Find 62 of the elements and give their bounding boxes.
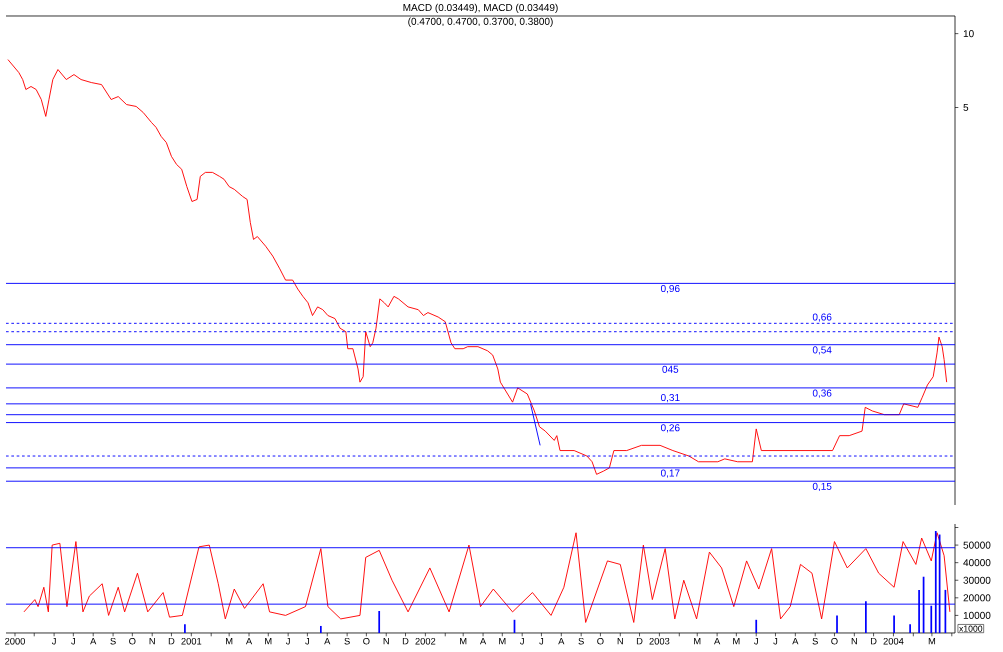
x-tick-label: 2001 bbox=[181, 637, 202, 645]
x-tick-label: M bbox=[226, 637, 233, 645]
x-tick-label: D bbox=[402, 637, 409, 645]
ref-line-label: 0,36 bbox=[812, 389, 832, 398]
x-tick-label: M bbox=[265, 637, 272, 645]
x-tick-label: A bbox=[324, 637, 331, 645]
chart-title: (0.4700, 0.4700, 0.3700, 0.3800) bbox=[408, 17, 553, 27]
x-tick-label: M bbox=[733, 637, 740, 645]
x-tick-label: N bbox=[149, 637, 155, 645]
x-tick-label: M bbox=[928, 637, 936, 645]
y-tick-label: 50000 bbox=[963, 541, 991, 549]
y-tick-label: 10 bbox=[963, 30, 974, 38]
x-tick-label: M bbox=[499, 637, 506, 645]
x-tick-label: N bbox=[383, 637, 389, 645]
x-tick-label: O bbox=[129, 637, 136, 645]
x-tick-label: S bbox=[344, 637, 350, 645]
x-tick-label: O bbox=[363, 637, 370, 645]
x-tick-label: S bbox=[110, 637, 116, 645]
x-tick-label: O bbox=[597, 637, 604, 645]
x-tick-label: 2003 bbox=[649, 637, 670, 645]
x-tick-label: D bbox=[870, 637, 877, 645]
text: MACD (0.03449), MACD (0.03449) bbox=[403, 3, 558, 14]
x-tick-label: J bbox=[71, 637, 75, 645]
x-tick-label: J bbox=[773, 637, 778, 645]
y-tick-label: 5 bbox=[963, 104, 969, 111]
y-axis-title: x1000 bbox=[959, 625, 983, 632]
x-tick-label: J bbox=[285, 637, 290, 645]
x-tick-label: M bbox=[694, 637, 701, 645]
x-tick-label: A bbox=[245, 637, 253, 645]
x-tick-label: J bbox=[520, 637, 524, 645]
ref-line-label: 0,54 bbox=[812, 346, 832, 355]
ref-line-label: 0,96 bbox=[660, 284, 680, 294]
x-tick-label: O bbox=[831, 637, 838, 645]
x-tick-label: J bbox=[51, 637, 56, 645]
x-tick-label: S bbox=[812, 637, 818, 645]
y-tick-label: 10000 bbox=[963, 611, 991, 619]
x-tick-label: J bbox=[754, 637, 758, 645]
ref-line-label: 045 bbox=[662, 365, 679, 373]
y-tick-label: 40000 bbox=[963, 559, 991, 567]
x-tick-label: J bbox=[305, 637, 310, 645]
ref-line-label: 0,31 bbox=[660, 393, 680, 403]
x-tick-label: N bbox=[617, 637, 623, 645]
x-tick-label: A bbox=[90, 637, 97, 645]
x-tick-label: A bbox=[558, 637, 565, 645]
ref-line-label: 0,15 bbox=[812, 482, 832, 492]
y-tick-label: 30000 bbox=[963, 576, 991, 584]
x-tick-label: N bbox=[851, 637, 857, 645]
x-tick-label: S bbox=[578, 637, 584, 645]
x-tick-label: D bbox=[168, 637, 175, 645]
ref-line-label: 0,17 bbox=[660, 469, 680, 478]
ref-line-label: 0,66 bbox=[812, 313, 832, 322]
x-tick-label: A bbox=[479, 637, 487, 645]
x-tick-label: A bbox=[714, 637, 721, 645]
x-tick-label: J bbox=[539, 637, 544, 645]
x-tick-label: A bbox=[792, 637, 799, 645]
x-tick-label: 2004 bbox=[883, 637, 904, 645]
y-tick-label: 20000 bbox=[963, 594, 991, 602]
x-tick-label: 2000 bbox=[5, 637, 25, 645]
x-tick-label: 2002 bbox=[415, 637, 436, 645]
ref-line-label: 0,26 bbox=[660, 424, 680, 433]
x-tick-label: M bbox=[460, 637, 467, 645]
x-tick-label: D bbox=[636, 637, 643, 645]
